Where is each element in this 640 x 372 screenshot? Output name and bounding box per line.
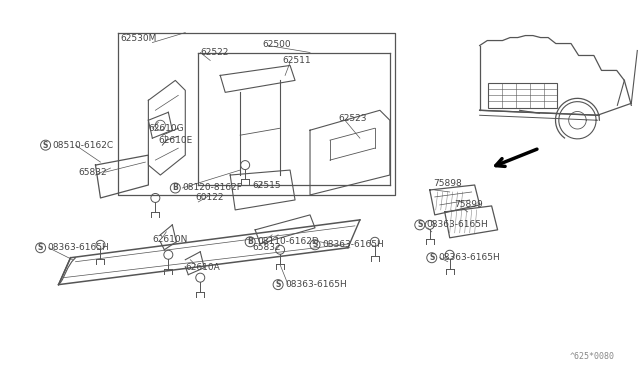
Text: 08363-6165H: 08363-6165H — [322, 240, 384, 249]
Text: S: S — [417, 220, 422, 230]
Text: S: S — [429, 253, 435, 262]
Text: 65832: 65832 — [79, 167, 107, 177]
Text: ^625*0080: ^625*0080 — [570, 352, 614, 361]
Text: B: B — [172, 183, 178, 192]
Text: S: S — [312, 240, 317, 249]
Text: 75899: 75899 — [454, 201, 483, 209]
Text: 08510-6162C: 08510-6162C — [52, 141, 114, 150]
Text: 08120-8162F: 08120-8162F — [182, 183, 242, 192]
Text: 62610A: 62610A — [186, 263, 220, 272]
Text: 62511: 62511 — [282, 56, 310, 65]
Text: 62515: 62515 — [252, 180, 281, 189]
Text: 62610E: 62610E — [158, 136, 193, 145]
Text: S: S — [275, 280, 281, 289]
Text: 08363-6165H: 08363-6165H — [285, 280, 347, 289]
Text: 62610N: 62610N — [152, 235, 188, 244]
Text: S: S — [43, 141, 48, 150]
Text: 62500: 62500 — [262, 40, 291, 49]
Text: 60122: 60122 — [195, 193, 224, 202]
Text: 75898: 75898 — [433, 179, 461, 187]
Text: 62522: 62522 — [200, 48, 228, 57]
Text: 08110-6162D: 08110-6162D — [257, 237, 319, 246]
Text: 62610G: 62610G — [148, 124, 184, 133]
Bar — [488, 83, 557, 108]
Text: B: B — [247, 237, 253, 246]
Text: 62530M: 62530M — [120, 34, 157, 43]
Text: 65832: 65832 — [252, 243, 281, 252]
Text: S: S — [38, 243, 44, 252]
Text: 08363-6165H: 08363-6165H — [427, 220, 488, 230]
Text: 62523: 62523 — [338, 114, 367, 123]
Text: 08363-6165H: 08363-6165H — [47, 243, 109, 252]
Text: 08363-6165H: 08363-6165H — [439, 253, 500, 262]
